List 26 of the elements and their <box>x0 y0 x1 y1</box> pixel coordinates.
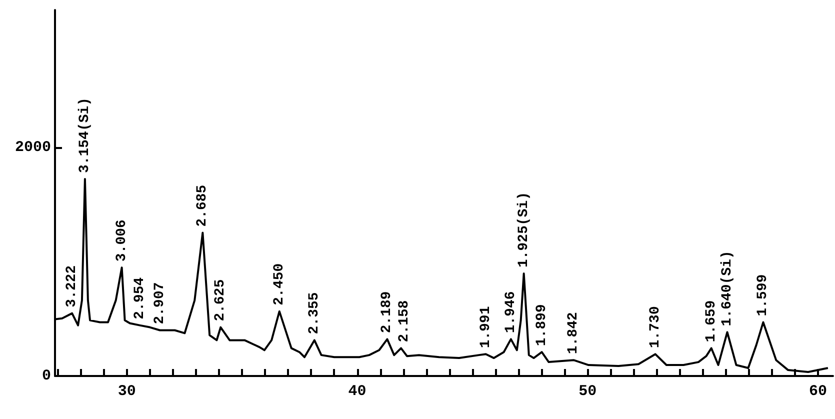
annotation: 2.355 <box>306 292 322 334</box>
annotation: 3.222 <box>64 265 80 308</box>
y-tick-label: 2000 <box>14 138 51 156</box>
y-tick-label: 0 <box>42 368 51 384</box>
annotation: 2.907 <box>152 282 168 324</box>
annotation: 2.158 <box>396 300 412 342</box>
annotation: 2.189 <box>379 291 396 334</box>
x-tick-label: 30 <box>118 383 136 400</box>
annotation: 1.640(Si) <box>719 250 736 326</box>
annotation: 2.625 <box>212 279 229 322</box>
annotation: 1.899 <box>534 304 550 346</box>
annotation: 1.730 <box>647 306 664 348</box>
x-tick-label: 40 <box>348 383 366 400</box>
x-tick-label: 50 <box>578 383 597 400</box>
annotation: 3.006 <box>114 220 130 262</box>
annotation: 1.659 <box>703 300 720 342</box>
annotation: 1.925(Si) <box>516 192 532 268</box>
annotation: 1.946 <box>502 291 519 334</box>
annotation: 1.991 <box>478 306 494 348</box>
annotation: 1.599 <box>755 274 772 316</box>
annotation: 2.954 <box>132 277 148 320</box>
annotation: 2.685 <box>194 184 211 227</box>
annotation: 1.842 <box>566 312 582 354</box>
x-tick-label: 60 <box>809 383 828 400</box>
annotation: 2.450 <box>271 263 288 306</box>
annotation: 3.154(Si) <box>76 97 93 174</box>
